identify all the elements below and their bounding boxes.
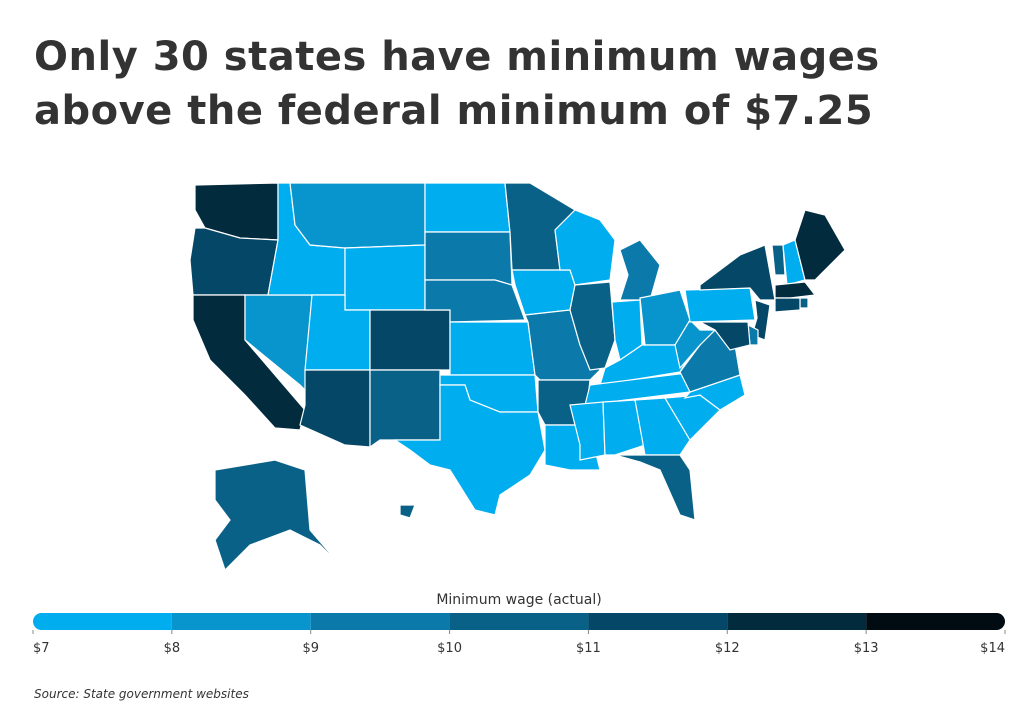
state xyxy=(794,209,846,281)
state xyxy=(699,321,751,351)
legend-segment xyxy=(866,613,1005,630)
legend-tick-label: $13 xyxy=(854,641,879,656)
state xyxy=(289,182,426,249)
state xyxy=(799,297,809,309)
state xyxy=(393,384,546,516)
state xyxy=(369,309,451,371)
state xyxy=(634,397,691,456)
state xyxy=(369,369,441,449)
state xyxy=(569,281,616,371)
state xyxy=(699,244,776,301)
state xyxy=(774,281,817,299)
state xyxy=(614,454,696,521)
legend-segment xyxy=(33,613,172,630)
state xyxy=(771,244,786,276)
state xyxy=(774,297,801,313)
state xyxy=(399,504,416,519)
legend-tick-label: $8 xyxy=(164,641,181,656)
state xyxy=(344,244,426,311)
chart-title: Only 30 states have minimum wages above … xyxy=(34,34,880,134)
source: Source: State government websites xyxy=(34,687,249,701)
state xyxy=(424,182,511,233)
legend-segment xyxy=(449,613,589,630)
state xyxy=(299,369,371,448)
state xyxy=(449,321,536,376)
state xyxy=(424,231,513,286)
state xyxy=(424,279,526,323)
state xyxy=(602,399,646,456)
state xyxy=(619,239,661,301)
state xyxy=(511,269,576,316)
state xyxy=(554,209,616,286)
legend-tick-label: $14 xyxy=(980,641,1005,656)
legend-tick-label: $10 xyxy=(437,641,462,656)
legend-tick-label: $9 xyxy=(302,641,319,656)
legend-tick-label: $12 xyxy=(715,641,740,656)
state xyxy=(214,459,341,572)
state xyxy=(569,401,606,461)
legend-tick-label: $11 xyxy=(576,641,601,656)
legend-segment xyxy=(171,613,311,630)
legend-segment xyxy=(310,613,450,630)
state xyxy=(684,287,756,323)
legend-title: Minimum wage (actual) xyxy=(436,592,601,608)
legend-segment xyxy=(588,613,728,630)
legend-tick-label: $7 xyxy=(33,641,50,656)
legend-segment xyxy=(727,613,867,630)
